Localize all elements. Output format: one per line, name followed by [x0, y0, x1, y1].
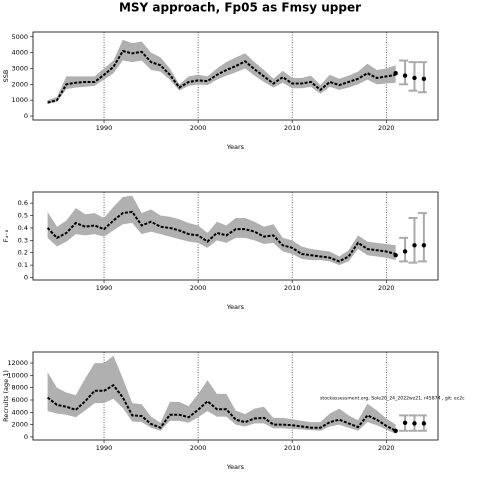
y-axis-label: F₄₋₈ — [2, 229, 10, 242]
y-tick-label: 4000 — [11, 408, 28, 416]
x-tick-label: 2000 — [190, 124, 207, 132]
projection-point — [421, 421, 427, 426]
x-tick-label: 2000 — [190, 444, 207, 452]
projection-point — [393, 428, 398, 433]
series-line — [47, 49, 396, 104]
x-tick-label: 2010 — [284, 444, 301, 452]
y-tick-label: 2000 — [11, 421, 28, 429]
chart-title: MSY approach, Fp05 as Fmsy upper — [119, 1, 361, 15]
y-tick-label: 0 — [24, 274, 28, 282]
x-axis-label: Years — [226, 463, 245, 471]
projection-point — [412, 243, 417, 248]
confidence-band — [47, 355, 396, 434]
plot-frame — [32, 31, 439, 121]
projection-point — [412, 75, 417, 81]
x-axis-label: Years — [226, 143, 245, 151]
x-tick-label: 2020 — [378, 124, 395, 132]
x-tick-label: 2010 — [284, 284, 301, 292]
projection-point — [421, 76, 427, 81]
x-tick-label: 2020 — [378, 284, 395, 292]
y-tick-label: 6000 — [11, 396, 28, 404]
y-tick-label: 3000 — [11, 64, 28, 72]
y-axis-label: SSB — [2, 70, 10, 83]
y-tick-label: 0 — [24, 112, 28, 120]
projection-point — [402, 420, 408, 425]
x-tick-label: 1990 — [96, 444, 113, 452]
annotation: stockassessment.org, Sole20_24_2022wz21,… — [320, 396, 465, 402]
y-tick-label: 4000 — [11, 49, 28, 57]
x-tick-label: 1990 — [96, 284, 113, 292]
confidence-band — [47, 195, 396, 266]
y-tick-label: 0.3 — [18, 236, 28, 244]
plot-frame — [32, 191, 439, 281]
projection-point — [421, 243, 427, 248]
projection-point — [393, 71, 398, 76]
y-tick-label: 5000 — [11, 33, 28, 41]
y-tick-label: 2000 — [11, 80, 28, 88]
x-tick-label: 2000 — [190, 284, 207, 292]
x-axis-label: Years — [226, 303, 245, 311]
x-tick-label: 2010 — [284, 124, 301, 132]
y-tick-label: 12000 — [7, 359, 28, 367]
y-tick-label: 0 — [24, 433, 28, 441]
y-tick-label: 0.1 — [18, 261, 28, 269]
projection-point — [402, 249, 408, 254]
series-line — [46, 210, 396, 263]
y-tick-label: 8000 — [11, 384, 28, 392]
y-tick-label: 1000 — [11, 96, 28, 104]
projection-point — [412, 421, 417, 426]
x-tick-label: 1990 — [96, 124, 113, 132]
projection-point — [393, 253, 398, 258]
y-axis-label: Recruits (age 1) — [2, 370, 10, 422]
series-line — [46, 383, 397, 432]
y-tick-label: 0.6 — [18, 199, 28, 207]
projection-point — [402, 73, 408, 78]
y-tick-label: 10000 — [7, 371, 28, 379]
x-tick-label: 2020 — [378, 444, 395, 452]
y-tick-label: 0.5 — [18, 212, 28, 220]
plot-frame — [32, 351, 439, 441]
y-tick-label: 0.2 — [18, 249, 28, 257]
y-tick-label: 0.4 — [18, 224, 28, 232]
